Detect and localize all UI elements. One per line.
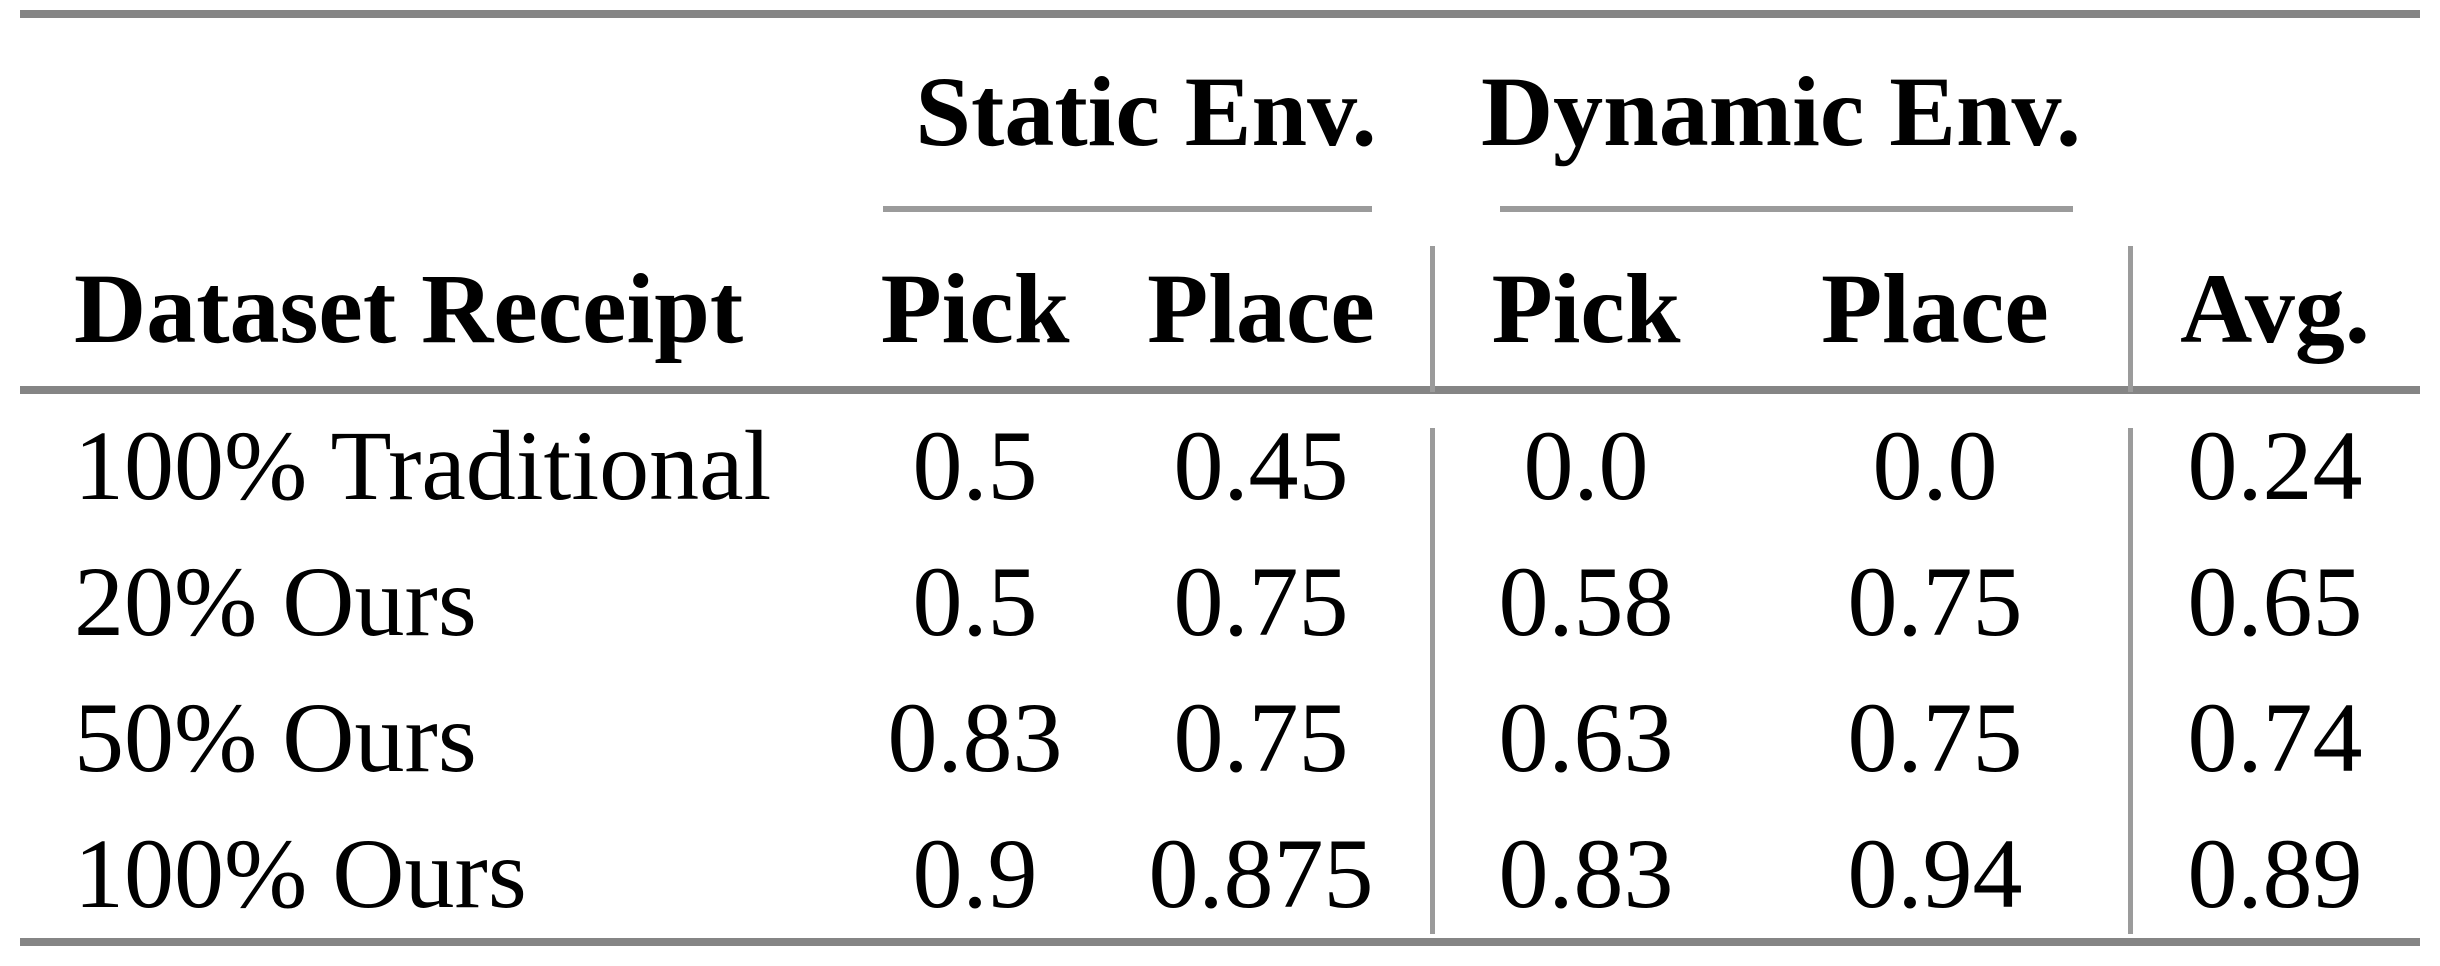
column-header-static-place: Place	[1147, 253, 1375, 364]
vertical-separator-data-before-dynamic	[1430, 428, 1435, 934]
results-table: Static Env. Dynamic Env. Dataset Receipt…	[20, 10, 2420, 946]
cell-r4-static-place: 0.875	[1148, 818, 1374, 929]
cell-r3-static-place: 0.75	[1173, 682, 1349, 793]
cell-r4-dynamic-pick: 0.83	[1498, 818, 1674, 929]
group-header-spacer-right	[2130, 18, 2420, 206]
cell-r2-dynamic-pick: 0.58	[1498, 546, 1674, 657]
row-label-50pct-ours: 50% Ours	[74, 682, 477, 793]
cmidrule-static-env	[883, 206, 1372, 212]
group-header-static-env: Static Env.	[915, 56, 1377, 167]
vertical-separator-header-before-dynamic	[1430, 246, 1435, 392]
column-header-static-pick: Pick	[880, 253, 1070, 364]
column-header-dynamic-place: Place	[1821, 253, 2049, 364]
row-label-20pct-ours: 20% Ours	[74, 546, 477, 657]
cell-r1-static-place: 0.45	[1173, 410, 1349, 521]
group-header-dynamic-env: Dynamic Env.	[1480, 56, 2082, 167]
column-header-dynamic-pick: Pick	[1491, 253, 1681, 364]
cell-r1-static-pick: 0.5	[912, 410, 1038, 521]
column-header-dataset-receipt: Dataset Receipt	[74, 253, 744, 364]
row-label-100pct-ours: 100% Ours	[74, 818, 527, 929]
cell-r2-static-pick: 0.5	[912, 546, 1038, 657]
group-header-spacer-left	[20, 18, 860, 206]
vertical-separator-header-before-avg	[2128, 246, 2133, 392]
cell-r4-static-pick: 0.9	[912, 818, 1038, 929]
cell-r1-dynamic-place: 0.0	[1872, 410, 1998, 521]
cell-r2-dynamic-place: 0.75	[1847, 546, 2023, 657]
cell-r4-dynamic-place: 0.94	[1847, 818, 2023, 929]
cmidrule-dynamic-env	[1500, 206, 2073, 212]
vertical-separator-data-before-avg	[2128, 428, 2133, 934]
cell-r3-dynamic-place: 0.75	[1847, 682, 2023, 793]
column-header-avg: Avg.	[2180, 253, 2370, 364]
cell-r3-dynamic-pick: 0.63	[1498, 682, 1674, 793]
cell-r3-avg: 0.74	[2187, 682, 2363, 793]
cell-r1-avg: 0.24	[2187, 410, 2363, 521]
midrule	[20, 386, 2420, 394]
cell-r2-static-place: 0.75	[1173, 546, 1349, 657]
cell-r4-avg: 0.89	[2187, 818, 2363, 929]
cell-r2-avg: 0.65	[2187, 546, 2363, 657]
cell-r3-static-pick: 0.83	[887, 682, 1063, 793]
cell-r1-dynamic-pick: 0.0	[1523, 410, 1649, 521]
row-label-100pct-traditional: 100% Traditional	[74, 410, 772, 521]
